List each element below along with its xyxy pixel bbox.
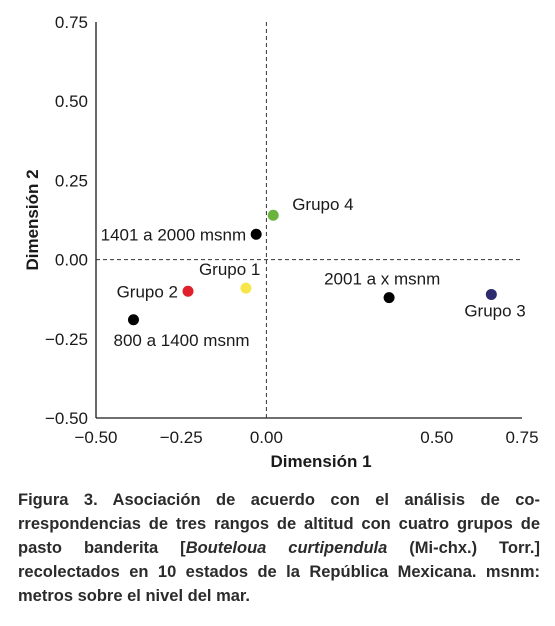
y-tick-label: 0.00 [55,251,88,270]
point-label: Grupo 3 [464,301,525,320]
x-tick-label: −0.50 [74,428,117,447]
axes [95,22,522,419]
x-axis-title: Dimensión 1 [270,452,371,471]
data-point [240,282,252,294]
y-tick-label: 0.25 [55,171,88,190]
x-tick-label: −0.25 [160,428,203,447]
data-point [127,314,139,326]
scatter-chart: 0.75 0.50 0.25 0.00 −0.25 −0.50−0.50 −0.25 0.00… [23,13,539,471]
x-tick-label: 0.50 [420,428,453,447]
point-label: Grupo 4 [292,195,353,214]
caption-prefix: Figura 3. Asociación de acuerdo con el a… [18,491,540,557]
point-label: Grupo 2 [117,282,178,301]
y-tick-label: 0.75 [55,13,88,32]
point-labels: 1401 a 2000 msnm Grupo 4 Grupo 1 Grupo 2 800… [101,195,526,350]
data-point [383,292,395,304]
data-point [182,285,194,297]
data-points [127,209,497,326]
point-label: 1401 a 2000 msnm [101,225,247,244]
y-tick-label: −0.25 [45,330,88,349]
point-label: 800 a 1400 msnm [113,331,249,350]
data-point [267,209,279,221]
y-axis-title: Dimensión 2 [23,169,42,270]
x-tick-label: 0.00 [250,428,283,447]
data-point [485,288,497,300]
reference-lines [96,22,522,418]
y-tick-label: −0.50 [45,409,88,428]
tick-labels: 0.75 0.50 0.25 0.00 −0.25 −0.50−0.50 −0.25 0.00… [45,13,539,447]
point-label: Grupo 1 [199,260,260,279]
data-point [250,228,262,240]
point-label: 2001 a x msnm [324,270,440,289]
caption-suffix: (Mi-chx.) Torr.] recolectados en 10 esta… [18,539,540,605]
figure-caption: Figura 3. Asociación de acuerdo con el a… [18,488,540,608]
x-tick-label: 0.75 [505,428,538,447]
y-tick-label: 0.50 [55,92,88,111]
caption-species: Bouteloua curtipendula [185,539,388,557]
